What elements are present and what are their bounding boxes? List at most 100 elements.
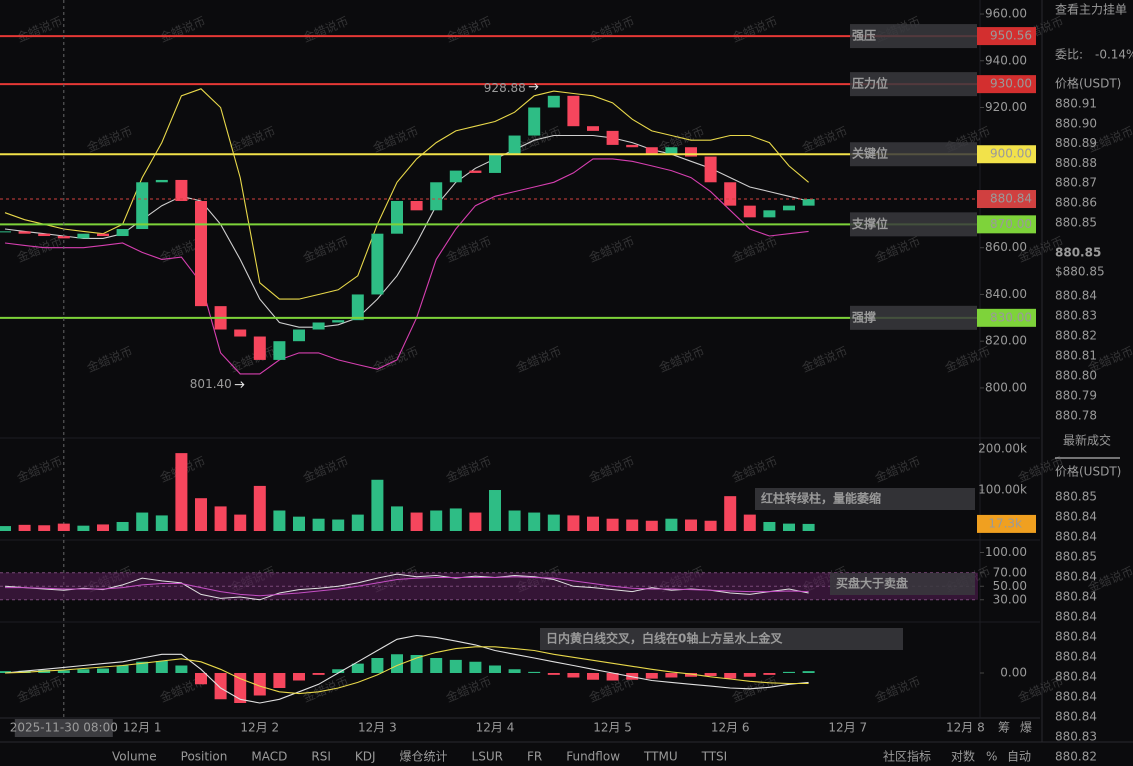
candle [371, 233, 384, 295]
candle [508, 135, 521, 155]
volume-bar [783, 523, 795, 531]
toolbar-tab[interactable]: KDJ [355, 750, 376, 764]
candle [273, 341, 286, 360]
level-value: 950.56 [990, 29, 1032, 43]
level-name-box [850, 142, 977, 167]
indicator-line [4, 573, 809, 601]
extreme-label: 801.40 [190, 377, 232, 391]
candle [449, 170, 462, 183]
macd-bar [645, 673, 658, 679]
volume-bar [665, 518, 678, 531]
toolbar-tab[interactable]: LSUR [472, 750, 503, 764]
candle [195, 200, 207, 307]
x-tick-label: 12月 1 [123, 721, 162, 735]
candle [626, 144, 639, 148]
candle [351, 294, 364, 321]
candle [253, 336, 266, 360]
volume-bar [214, 506, 227, 531]
candle [802, 199, 815, 206]
toolbar-tab[interactable]: TTMU [643, 750, 678, 764]
candle [645, 147, 658, 155]
toolbar-tab[interactable]: TTSI [701, 750, 728, 764]
volume-bar [155, 515, 168, 531]
volume-bar [489, 490, 501, 531]
annotation: 日内黄白线交叉，白线在0轴上方呈水上金叉 [546, 631, 783, 646]
toolbar-option[interactable]: 社区指标 [883, 749, 931, 764]
macd-bar [587, 673, 599, 680]
volume-bar [312, 518, 325, 531]
indicator-line [4, 646, 809, 695]
volume-bar [626, 519, 639, 531]
macd-bar [371, 658, 384, 673]
level-value-box [977, 215, 1036, 234]
toolbar-tab[interactable]: RSI [311, 750, 331, 764]
level-name-box [850, 212, 977, 237]
candle [489, 154, 501, 173]
trade-price: 880.84 [1055, 670, 1097, 684]
y-tick-label: 820.00 [985, 334, 1027, 348]
x-tick-label: 12月 7 [828, 721, 867, 735]
toolbar-tab[interactable]: 爆仓统计 [400, 750, 448, 764]
x-tick-label: 12月 4 [476, 721, 515, 735]
macd-bar [508, 669, 521, 673]
toolbar-option[interactable]: 对数 [951, 749, 975, 764]
x-tick-label: 12月 2 [240, 721, 279, 735]
ask-price: 880.87 [1055, 176, 1097, 190]
current-volume-box [977, 514, 1036, 533]
macd-bar [606, 673, 619, 681]
level-value-box [977, 145, 1036, 164]
toolbar-tab[interactable]: FR [527, 750, 542, 764]
macd-bar [136, 661, 149, 673]
bid-price: 880.84 [1055, 289, 1097, 303]
macd-bar [77, 669, 90, 673]
volume-bar [724, 496, 737, 531]
toolbar-tab[interactable]: Position [181, 750, 228, 764]
volume-bar [606, 518, 619, 531]
trade-price: 880.82 [1055, 750, 1097, 764]
x-tick-label: 12月 8 [946, 721, 985, 735]
level-name: 支撑位 [851, 216, 888, 231]
volume-bar [332, 519, 345, 531]
trade-price: 880.84 [1055, 630, 1097, 644]
volume-bar [802, 523, 815, 531]
volume-bar [234, 514, 247, 531]
macd-bar [0, 671, 11, 673]
toolbar-tab[interactable]: Fundflow [566, 750, 620, 764]
indicator-line [4, 634, 809, 704]
toolbar-option[interactable]: % [986, 750, 997, 764]
macd-bar [724, 673, 737, 679]
trade-price: 880.85 [1055, 490, 1097, 504]
y-tick-label: 920.00 [985, 100, 1027, 114]
indicator-line [4, 158, 809, 375]
candle [430, 182, 443, 211]
macd-bar [195, 673, 207, 685]
volume-bar [645, 520, 658, 531]
candle [783, 205, 795, 211]
macd-bar [469, 661, 482, 673]
macd-bar [175, 665, 188, 673]
level-name-box [850, 72, 977, 97]
macd-bar [547, 673, 560, 675]
candle [469, 170, 482, 173]
extreme-arrow [234, 381, 245, 389]
level-value-box [977, 308, 1036, 327]
trade-price: 880.84 [1055, 710, 1097, 724]
volume-bar [547, 514, 560, 531]
bid-price: 880.83 [1055, 309, 1097, 323]
candle [57, 236, 70, 239]
volume-bar [528, 512, 541, 531]
trade-price: 880.84 [1055, 530, 1097, 544]
volume-bar [136, 512, 149, 531]
extreme-label: 928.88 [484, 81, 526, 95]
trade-price: 880.84 [1055, 690, 1097, 704]
toolbar-tab[interactable]: MACD [251, 750, 287, 764]
candle [410, 200, 423, 211]
candle [293, 329, 305, 342]
toolbar-tab[interactable]: Volume [112, 750, 157, 764]
annotation: 红柱转绿柱，量能萎缩 [761, 491, 881, 506]
x-tick-label: 12月 6 [711, 721, 750, 735]
candle [312, 322, 325, 330]
ask-price: 880.88 [1055, 156, 1097, 170]
toolbar-option[interactable]: 自动 [1007, 750, 1031, 764]
level-name: 强撑 [852, 309, 876, 324]
